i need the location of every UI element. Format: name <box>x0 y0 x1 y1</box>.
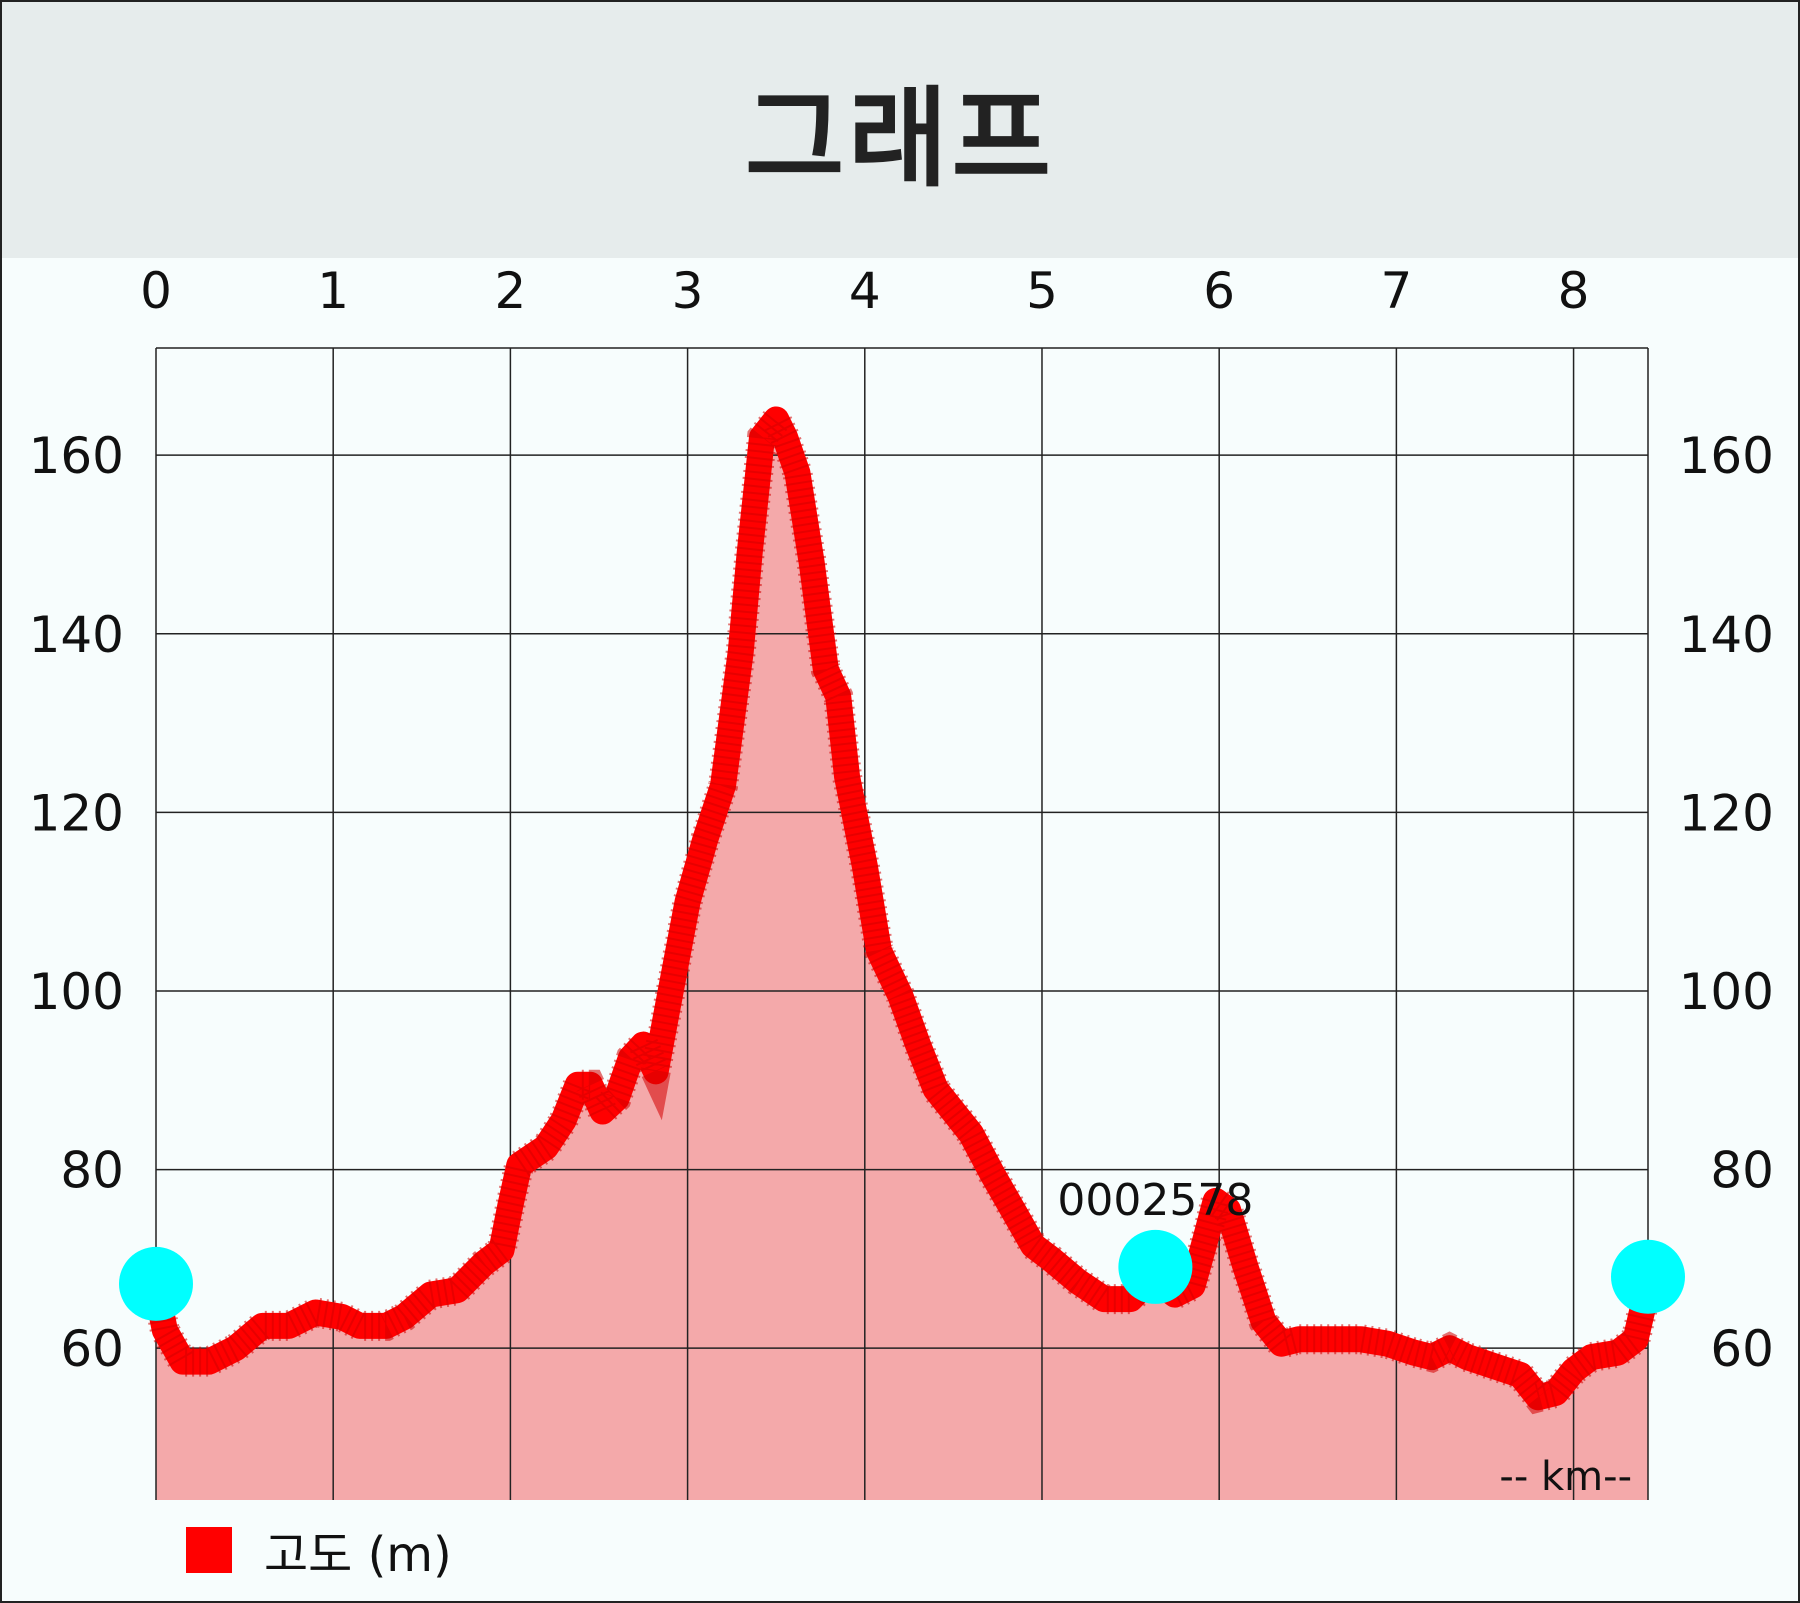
header-bar <box>2 2 1798 258</box>
legend-swatch-red-square-icon <box>186 1527 232 1573</box>
y-tick-label-right: 120 <box>1679 784 1774 842</box>
marker-layer <box>119 1229 1685 1321</box>
y-tick-label-right: 60 <box>1710 1320 1774 1378</box>
y-tick-label-right: 100 <box>1679 963 1774 1021</box>
legend-label: 고도 (m) <box>264 1527 452 1583</box>
label-layer: 0002578 0 1 2 3 4 5 6 7 8 60 60 80 80 100 100 120 120 140 1… <box>29 262 1774 1500</box>
y-tick-label-left: 120 <box>29 784 124 842</box>
x-axis-label: -- km-- <box>1499 1454 1632 1500</box>
y-tick-label-left: 100 <box>29 963 124 1021</box>
y-tick-label-left: 80 <box>60 1142 124 1200</box>
legend: 고도 (m) <box>186 1520 452 1583</box>
x-tick-label: 5 <box>1026 262 1058 320</box>
y-tick-label-left: 140 <box>29 606 124 664</box>
marker-dot-0 <box>119 1246 193 1321</box>
y-tick-label-left: 60 <box>60 1320 124 1378</box>
area-layer <box>156 419 1648 1500</box>
elevation-area <box>156 419 1648 1500</box>
y-tick-label-right: 140 <box>1679 606 1774 664</box>
y-tick-label-left: 160 <box>29 427 124 485</box>
x-tick-label: 6 <box>1203 262 1235 320</box>
marker-dot-2 <box>1611 1239 1685 1314</box>
elevation-line <box>143 406 1661 1411</box>
y-tick-label-right: 160 <box>1679 427 1774 485</box>
x-tick-label: 1 <box>317 262 349 320</box>
x-tick-label: 2 <box>494 262 526 320</box>
chart-title: 그래프 <box>744 77 1056 202</box>
x-tick-label: 8 <box>1558 262 1590 320</box>
x-tick-label: 0 <box>140 262 172 320</box>
marker-label: 0002578 <box>1057 1175 1253 1226</box>
y-tick-label-right: 80 <box>1710 1142 1774 1200</box>
x-tick-label: 7 <box>1380 262 1412 320</box>
marker-dot-1 <box>1118 1229 1193 1304</box>
x-tick-label: 4 <box>849 262 881 320</box>
x-tick-label: 3 <box>672 262 704 320</box>
line-layer <box>141 391 1663 1415</box>
